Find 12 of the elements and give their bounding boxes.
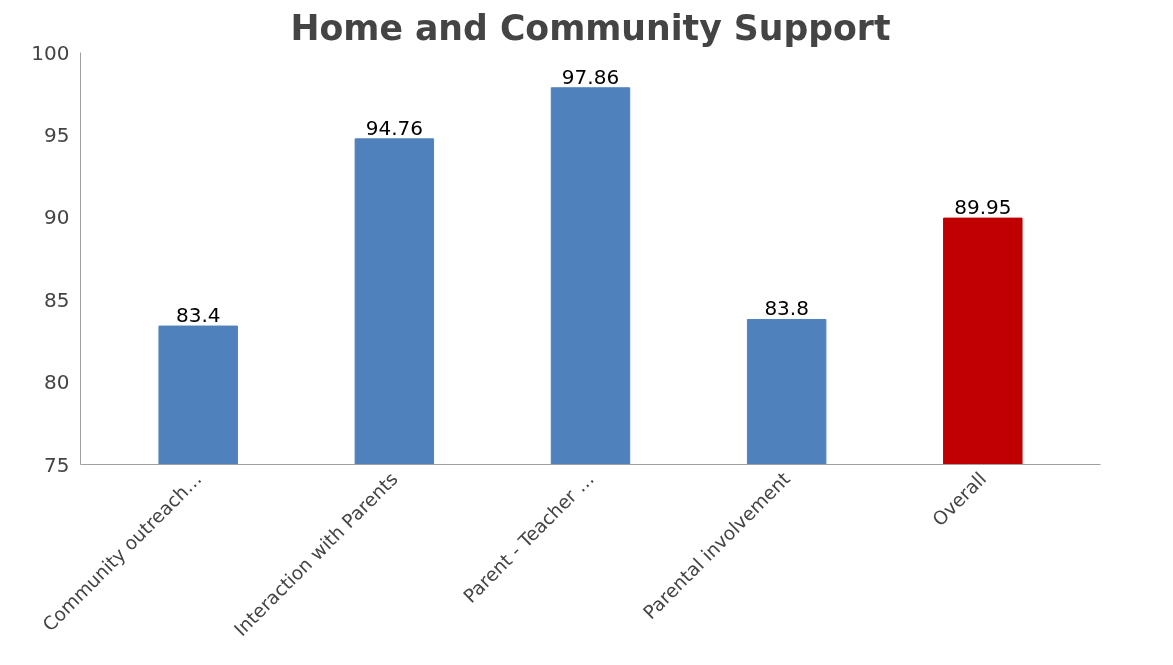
y-tick-label: 75 — [44, 452, 70, 477]
y-tick-label: 100 — [31, 40, 70, 65]
data-label: 97.86 — [561, 64, 620, 89]
data-label: 83.4 — [175, 303, 221, 328]
y-tick-label: 90 — [44, 205, 70, 230]
data-label: 83.8 — [764, 296, 809, 321]
y-tick-label: 95 — [44, 122, 70, 147]
data-label: 89.95 — [954, 195, 1012, 220]
data-label: 94.76 — [365, 115, 423, 140]
y-tick-label: 85 — [44, 287, 70, 312]
y-tick-label: 80 — [44, 370, 70, 395]
chart-title: Home and Community Support — [290, 7, 891, 48]
